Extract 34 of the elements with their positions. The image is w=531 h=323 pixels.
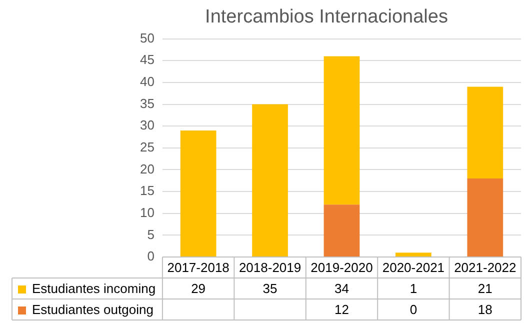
bar — [396, 252, 432, 256]
y-tick-label: 40 — [140, 74, 154, 90]
y-tick-label: 25 — [140, 139, 154, 154]
y-tick-label: 30 — [140, 118, 154, 133]
y-tick-label: 0 — [147, 248, 154, 264]
bar — [252, 104, 288, 256]
legend-label: Estudiantes outgoing — [32, 302, 154, 318]
bar — [324, 56, 360, 205]
data-label: 12 — [334, 302, 349, 318]
chart-title: Intercambios Internacionales — [205, 6, 448, 28]
bar — [467, 86, 504, 178]
legend-label: Estudiantes incoming — [32, 281, 156, 296]
data-label: 34 — [334, 281, 349, 296]
bar — [180, 130, 216, 256]
y-tick-label: 20 — [140, 161, 154, 176]
x-tick-label: 2019-2020 — [310, 260, 373, 276]
data-label: 21 — [478, 281, 492, 296]
y-tick-label: 35 — [140, 96, 154, 111]
x-tick-label: 2018-2019 — [238, 260, 302, 276]
data-label: 35 — [262, 281, 278, 296]
x-tick-label: 2020-2021 — [382, 260, 445, 276]
x-tick-label: 2021-2022 — [454, 260, 516, 276]
bar — [324, 204, 360, 256]
y-tick-label: 10 — [140, 204, 154, 220]
data-label: 18 — [478, 302, 492, 318]
x-tick-label: 2017-2018 — [167, 260, 230, 276]
bar — [467, 178, 504, 256]
data-label: 1 — [410, 281, 418, 296]
data-label: 29 — [191, 281, 206, 296]
y-tick-label: 5 — [147, 226, 154, 242]
data-label: 0 — [410, 302, 418, 318]
y-tick-label: 45 — [140, 52, 154, 68]
y-tick-label: 50 — [140, 30, 154, 46]
y-tick-label: 15 — [140, 183, 154, 198]
